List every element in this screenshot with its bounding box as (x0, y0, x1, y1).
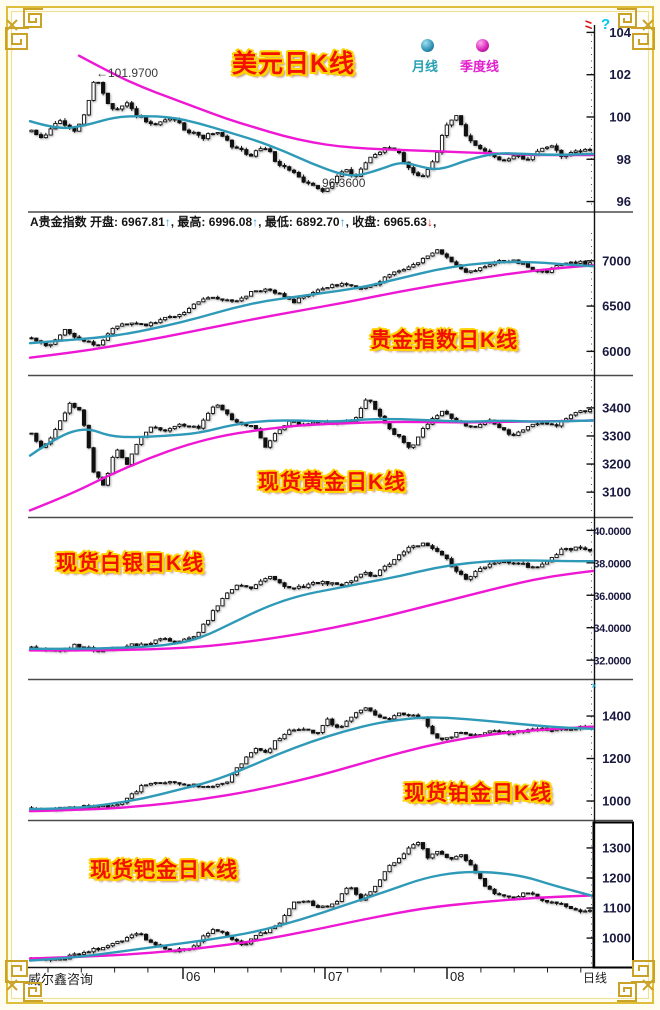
y-axis-tick-label: 1300 (602, 840, 631, 855)
y-axis-tick-label: 3400 (602, 400, 631, 415)
quote-status-bar: A贵金指数 开盘: 6967.81↑, 最高: 6996.08↑, 最低: 68… (30, 213, 436, 230)
price-annotation: ←96.3600 (310, 176, 366, 190)
low-value: 6892.70 (296, 215, 340, 229)
y-axis-tick-label: 1200 (602, 870, 631, 885)
y-axis-ticks-panel-5: 1400 1200 1000 (586, 709, 631, 809)
y-axis-tick-label: 100 (609, 109, 631, 124)
panel-title-precious-index: 贵金指数日K线 (370, 329, 519, 352)
y-axis-tick-label: 32.0000 (593, 656, 631, 668)
time-axis-year-label: 06 (186, 969, 201, 984)
separator-text: , (345, 215, 353, 229)
corner-ornament-top-right (617, 8, 655, 50)
up-arrow-icon: ↑ (252, 215, 259, 229)
price-annotation: ←101.9700 (96, 66, 159, 80)
y-axis-tick-label: 102 (609, 67, 631, 82)
corner-ornament-bottom-left (5, 960, 43, 1002)
panel-title-gold: 现货黄金日K线 (258, 471, 407, 494)
ma-monthly-line (28, 260, 595, 345)
close-label: 收盘: (352, 215, 384, 229)
axis-top-marker-icon (585, 20, 592, 29)
corner-ornament-bottom-right (617, 960, 655, 1002)
quarterly-line-legend-label: 季度线 (460, 59, 500, 74)
y-axis-tick-label: 3100 (602, 485, 631, 500)
monthly-line-legend-icon (421, 39, 434, 52)
y-axis-tick-label: 1400 (602, 709, 631, 724)
y-axis-tick-label: 1000 (602, 794, 631, 809)
down-arrow-icon: ↓ (426, 215, 433, 229)
y-axis-tick-label: 6500 (602, 299, 631, 314)
up-arrow-icon: ↑ (339, 215, 346, 229)
y-axis-ticks-panel-6: 1300 1200 1100 1000 (586, 840, 631, 946)
separator-text: , (432, 215, 437, 229)
ma-monthly-line (28, 114, 595, 177)
y-axis-tick-label: 1000 (602, 931, 631, 946)
separator-text: , (258, 215, 265, 229)
open-value: 6967.81 (121, 215, 165, 229)
y-axis-tick-label: 36.0000 (593, 591, 631, 603)
ma-quarterly-line (28, 264, 595, 359)
y-axis-tick-label: 7000 (602, 253, 631, 268)
panel-title-platinum: 现货铂金日K线 (404, 782, 553, 805)
ma-monthly-line (28, 870, 595, 962)
y-axis-ticks-panel-3: 3400 3300 3200 3100 (586, 400, 631, 500)
y-axis-ticks-panel-4: 40.0000 38.0000 36.0000 34.0000 32.0000 (586, 526, 631, 668)
ma-monthly-line (28, 559, 595, 650)
ma-monthly-line (28, 716, 595, 811)
chart-paper (13, 13, 647, 997)
y-axis-tick-label: 96 (617, 194, 631, 209)
period-label-daily: 日线 (583, 971, 608, 985)
y-axis-tick-label: 1200 (602, 751, 631, 766)
high-value: 6996.08 (208, 215, 253, 229)
quarterly-line-legend-icon (476, 39, 489, 52)
close-icon: × (591, 681, 597, 692)
panel-title-usd: 美元日K线 (232, 50, 356, 78)
y-axis-tick-label: 1100 (603, 901, 631, 916)
corner-ornament-top-left (5, 8, 43, 50)
time-axis-year-label: 08 (450, 969, 465, 984)
selected-panel-axis-box (592, 821, 634, 969)
time-axis-year-label: 07 (328, 969, 343, 984)
open-label: 开盘: (90, 215, 122, 229)
close-value: 6965.63 (383, 215, 427, 229)
instrument-name: A贵金指数 (30, 215, 91, 229)
candlestick-series-panel-3 (29, 398, 593, 487)
y-axis-tick-label: 98 (617, 152, 631, 167)
up-arrow-icon: ↑ (164, 215, 171, 229)
ma-quarterly-line (77, 54, 595, 157)
ma-monthly-line (28, 417, 595, 457)
high-label: 最高: (177, 215, 209, 229)
panel-separators (28, 211, 633, 822)
y-axis-tick-label: 40.0000 (593, 526, 631, 538)
y-axis-ticks-panel-1: 104 102 100 98 96 (586, 25, 632, 209)
y-axis-tick-label: 3300 (602, 428, 631, 443)
y-axis-tick-label: 38.0000 (593, 558, 631, 570)
watermark-wellxin: 威尔鑫咨询 (28, 972, 94, 987)
panel-title-palladium: 现货钯金日K线 (90, 859, 239, 882)
monthly-line-legend-label: 月线 (412, 59, 439, 74)
y-axis-ticks-panel-2: 7000 6500 6000 (586, 253, 631, 359)
y-axis-tick-label: 104 (609, 25, 631, 40)
y-axis-tick-label: 6000 (602, 344, 631, 359)
time-axis (28, 966, 633, 979)
ma-quarterly-line (28, 569, 595, 652)
y-axis-tick-label: 34.0000 (593, 623, 631, 635)
y-axis-tick-label: 3200 (602, 457, 631, 472)
low-label: 最低: (264, 215, 297, 229)
panel-title-silver: 现货白银日K线 (56, 552, 205, 575)
help-icon[interactable]: ? (601, 16, 611, 33)
separator-text: , (170, 215, 178, 229)
ma-quarterly-line (28, 894, 595, 960)
ma-quarterly-line (28, 725, 595, 813)
candlestick-series-panel-1 (29, 81, 593, 193)
